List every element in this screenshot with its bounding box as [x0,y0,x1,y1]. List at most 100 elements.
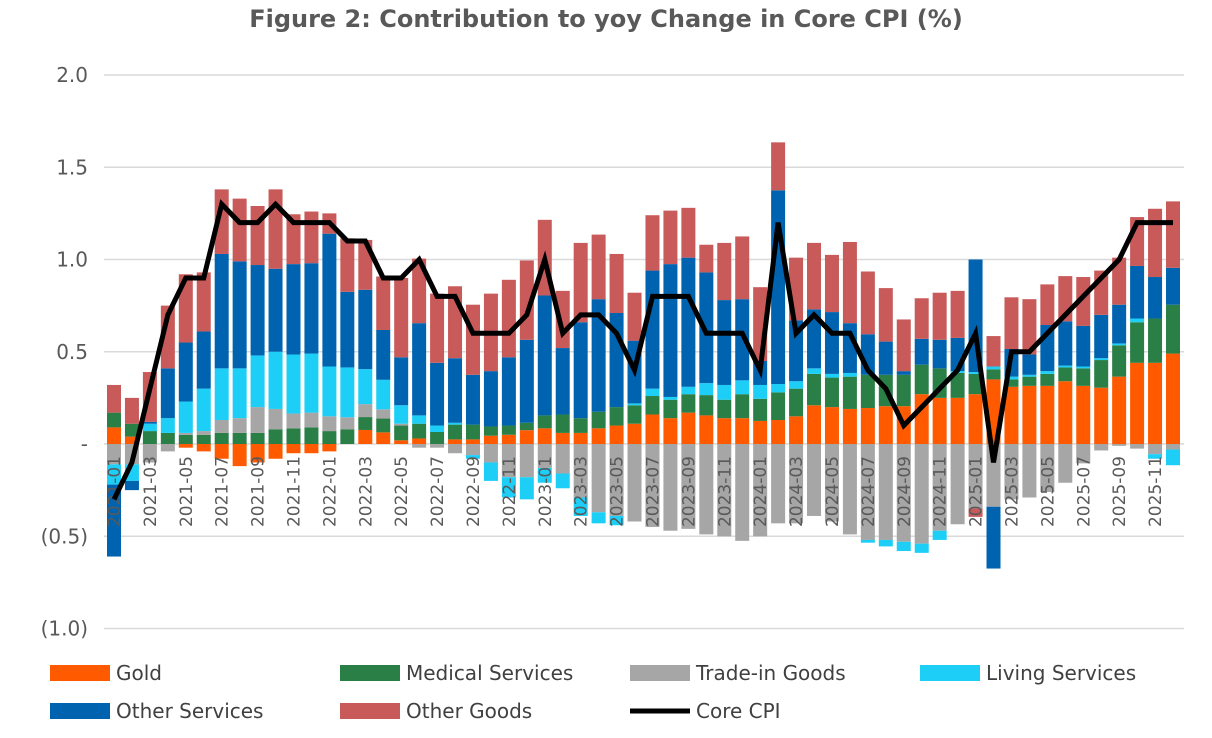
bar-living-services-2023-01 [537,467,552,483]
bar-medical-services-2025-05 [1040,373,1055,386]
bar-other-goods-2023-08 [663,210,678,265]
bar-living-services-2022-05 [394,405,409,424]
bar-other-goods-2024-02 [771,142,786,191]
bar-trade-in-goods-2022-08 [448,444,463,454]
bar-trade-in-goods-2023-06 [627,444,642,522]
bar-medical-services-2025-12 [1166,304,1180,354]
bar-gold-2021-02 [124,436,139,444]
bar-gold-2025-07 [1076,385,1091,444]
x-tick-label: 2025-03 [1002,456,1022,527]
bar-other-goods-2022-04 [376,276,391,330]
bar-living-services-2024-04 [807,368,822,374]
bar-gold-2021-07 [214,444,229,459]
bar-other-goods-2024-11 [932,292,947,340]
bar-other-services-2022-06 [412,323,427,416]
bar-trade-in-goods-2021-10 [268,408,283,430]
legend: Gold Medical Services Trade-in Goods Living… [50,661,1136,723]
bar-gold-2024-01 [753,420,768,444]
bar-medical-services-2022-12 [519,422,534,431]
bar-other-goods-2022-05 [394,277,409,358]
bar-trade-in-goods-2025-11 [1148,444,1163,455]
bar-trade-in-goods-2021-12 [304,412,319,428]
bar-other-services-2025-06 [1058,321,1073,366]
bar-living-services-2024-02 [771,384,786,393]
legend-swatch-other-goods [340,703,400,719]
bar-medical-services-2021-10 [268,429,283,444]
bar-medical-services-2023-09 [681,394,696,413]
bar-trade-in-goods-2023-01 [537,444,552,468]
x-tick-label: 2024-03 [787,456,807,527]
core-cpi-line-group [111,199,1173,501]
bar-trade-in-goods-2025-04 [1022,444,1037,498]
bar-other-goods-2023-12 [735,236,750,300]
x-tick-label: 2024-07 [859,456,879,527]
bar-other-goods-2024-04 [807,242,822,310]
bar-living-services-2023-12 [735,380,750,395]
legend-swatch-medical-services [340,665,400,681]
bar-trade-in-goods-2021-08 [232,418,247,433]
bar-other-services-2022-09 [465,374,480,425]
x-tick-label: 2021-03 [141,456,161,527]
bar-trade-in-goods-2023-08 [663,444,678,531]
bar-medical-services-2024-01 [753,398,768,421]
bar-gold-2022-01 [322,444,337,452]
x-tick-label: 2023-09 [679,456,699,527]
x-tick-label: 2024-05 [823,456,843,527]
bar-medical-services-2022-05 [394,425,409,441]
bar-other-services-2021-01 [107,484,121,557]
bar-medical-services-2021-11 [286,428,301,444]
bar-living-services-2024-01 [753,384,768,399]
bar-medical-services-2024-10 [914,364,929,395]
bar-other-goods-2023-09 [681,207,696,258]
bar-gold-2021-11 [286,444,301,454]
bar-living-services-2022-04 [376,379,391,410]
bar-gold-2022-06 [412,438,427,444]
bar-trade-in-goods-2024-02 [771,444,786,524]
bar-trade-in-goods-2023-10 [699,444,714,535]
bar-living-services-2022-09 [465,455,480,459]
bar-gold-2025-11 [1148,362,1163,444]
bar-trade-in-goods-2024-07 [860,444,875,540]
bar-other-services-2025-11 [1148,277,1163,319]
y-tick-label: 2.0 [56,63,88,87]
bar-gold-2024-02 [771,420,786,444]
bar-other-goods-2023-06 [627,292,642,341]
bar-other-goods-2021-02 [124,397,139,424]
bar-living-services-2023-07 [645,388,660,397]
bar-other-goods-2022-11 [501,279,516,358]
bar-medical-services-2022-03 [358,417,373,430]
bar-gold-2023-11 [717,418,732,444]
legend-label-other-services: Other Services [116,699,263,723]
bar-living-services-2021-12 [304,353,319,413]
bar-living-services-2023-06 [627,403,642,406]
bar-medical-services-2021-08 [232,432,247,444]
bar-trade-in-goods-2025-02 [986,444,1001,507]
bar-gold-2025-01 [968,394,983,444]
x-tick-label: 2025-09 [1110,456,1130,527]
bar-other-goods-2021-06 [196,272,211,332]
bar-living-services-2024-07 [860,539,875,543]
chart-title: Figure 2: Contribution to yoy Change in … [249,5,963,33]
bar-other-services-2023-07 [645,270,660,389]
bar-gold-2023-09 [681,412,696,444]
x-tick-label: 2024-11 [931,456,951,527]
bar-other-services-2022-01 [322,233,337,367]
x-tick-label: 2021-05 [177,456,197,527]
bar-gold-2023-04 [591,428,606,444]
bar-other-goods-2023-10 [699,244,714,273]
bar-living-services-2025-04 [1022,374,1037,377]
bar-gold-2023-12 [735,418,750,444]
bar-medical-services-2025-03 [1004,379,1019,387]
x-tick-label: 2025-07 [1074,456,1094,527]
bar-other-goods-2022-09 [465,304,480,375]
bar-gold-2024-03 [789,416,804,444]
bar-other-goods-2025-01 [968,508,983,517]
bar-trade-in-goods-2021-05 [178,432,193,435]
bar-gold-2025-03 [1004,386,1019,444]
legend-swatch-trade-in-goods [630,665,690,681]
bar-living-services-2025-05 [1040,371,1055,374]
bar-gold-2024-04 [807,405,822,444]
bar-other-services-2023-12 [735,299,750,381]
legend-label-medical-services: Medical Services [406,661,573,685]
bar-trade-in-goods-2022-01 [322,416,337,432]
